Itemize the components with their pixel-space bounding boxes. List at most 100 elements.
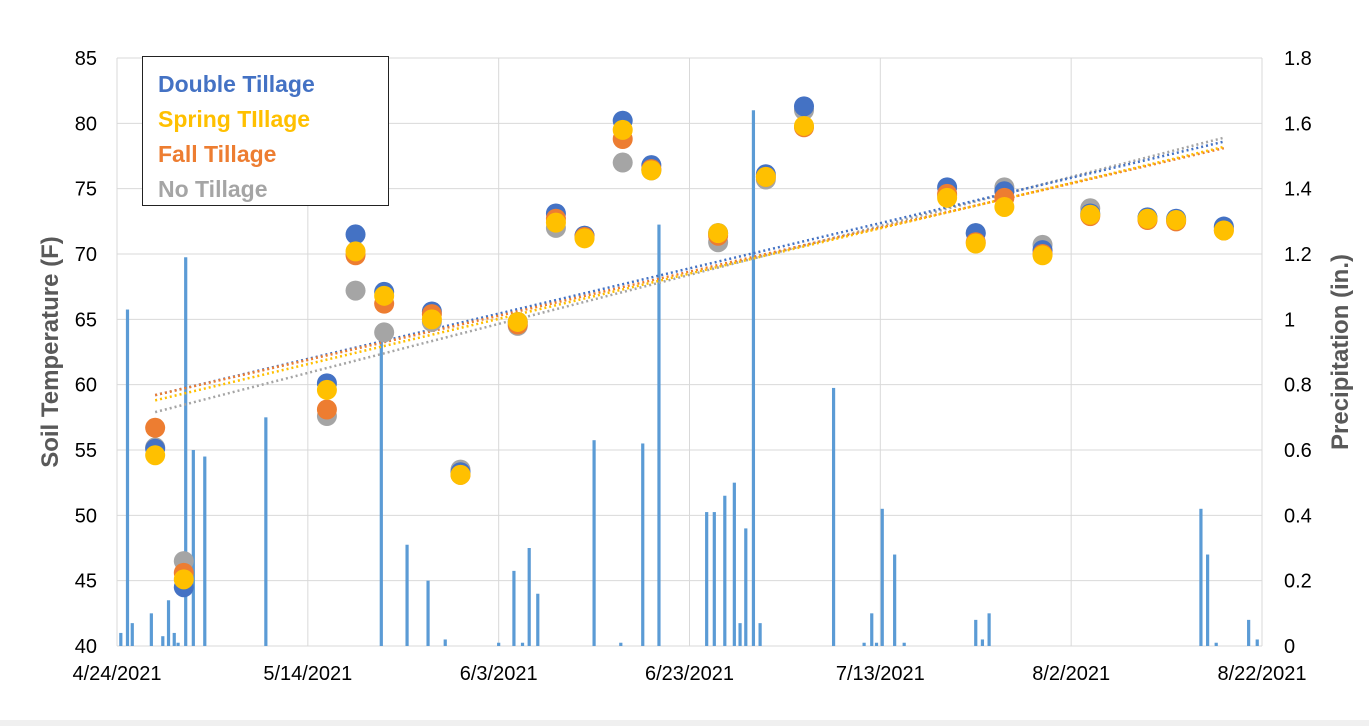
x-tick-label: 7/13/2021 [836, 663, 925, 685]
precipitation-bar [657, 224, 661, 646]
precipitation-bar [426, 580, 430, 646]
point-spring-tillage [708, 223, 729, 244]
precipitation-bar [705, 512, 709, 646]
precipitation-bar [831, 387, 836, 646]
precipitation-bar [974, 619, 978, 646]
y-axis-title: Soil Temperature (F) [37, 236, 64, 468]
trend-lines [154, 136, 1225, 414]
x-tick-label: 5/14/2021 [263, 663, 352, 685]
precipitation-bar [172, 632, 176, 646]
y2-tick-label: 0 [1284, 636, 1295, 658]
point-spring-tillage [1137, 208, 1158, 229]
precipitation-bar [723, 495, 727, 646]
point-spring-tillage [794, 115, 814, 136]
point-fall-tillage [316, 399, 337, 420]
y2-tick-label: 1.2 [1284, 244, 1312, 266]
precipitation-bar [1206, 554, 1210, 646]
x-tick-label: 4/24/2021 [73, 663, 162, 685]
y2-tick-label: 1 [1284, 309, 1295, 331]
precipitation-bar [379, 325, 383, 646]
precipitation-bar [119, 632, 123, 646]
legend-spring-tillage: Spring TIllage [158, 106, 311, 132]
precipitation-bar [264, 417, 268, 646]
x-tick-label: 6/23/2021 [645, 663, 734, 685]
precipitation-bar [1255, 639, 1259, 646]
trend-line-double-tillage [154, 140, 1225, 397]
precipitation-bar [874, 642, 879, 646]
y-tick-label: 50 [75, 505, 97, 527]
point-spring-tillage [1032, 245, 1053, 266]
y-tick-label: 80 [75, 113, 97, 135]
precipitation-bar [125, 309, 130, 646]
precipitation-bar [536, 593, 540, 646]
point-spring-tillage [755, 166, 776, 187]
y-tick-label: 65 [75, 309, 97, 331]
precipitation-bar [443, 639, 447, 646]
precipitation-bar [184, 257, 188, 646]
point-spring-tillage [994, 196, 1015, 217]
scatter-points [145, 96, 1234, 598]
point-spring-tillage [1213, 220, 1234, 241]
legend-fall-tillage: Fall Tillage [158, 141, 277, 167]
precipitation-bar [744, 528, 748, 646]
precipitation-bar [520, 642, 525, 646]
point-spring-tillage [965, 233, 986, 254]
point-spring-tillage [421, 309, 442, 330]
legend: Double Tillage Spring TIllage Fall Tilla… [142, 56, 389, 206]
y2-tick-label: 0.2 [1284, 571, 1312, 593]
trend-line-spring-tillage [154, 145, 1225, 402]
y2-tick-label: 0.6 [1284, 440, 1312, 462]
point-no-tillage [374, 322, 395, 343]
x-tick-label: 8/22/2021 [1218, 663, 1307, 685]
x-tick-label: 6/3/2021 [460, 663, 538, 685]
y2-axis-title: Precipitation (in.) [1327, 254, 1354, 450]
precipitation-bar [732, 482, 736, 646]
y2-tick-label: 1.6 [1284, 113, 1312, 135]
point-spring-tillage [345, 241, 366, 262]
precipitation-bar [619, 642, 623, 646]
y2-tick-label: 1.4 [1284, 179, 1312, 201]
y2-tick-label: 0.8 [1284, 375, 1312, 397]
y-tick-label: 45 [75, 571, 97, 593]
precipitation-bar [902, 642, 906, 646]
y-tick-label: 70 [75, 244, 97, 266]
trend-line-no-tillage [154, 136, 1225, 414]
axes: 40 0 45 0.2 50 0.4 55 0.6 60 0.8 65 1 70 1.2 75 1.4 80 1.… [73, 48, 1312, 685]
point-no-tillage [345, 280, 366, 301]
legend-no-tillage: No Tillage [158, 176, 268, 202]
point-fall-tillage [145, 417, 166, 438]
precipitation-bar [987, 613, 991, 646]
precipitation-bar [893, 554, 897, 646]
precipitation-bar [203, 456, 207, 646]
point-spring-tillage [173, 569, 194, 590]
precipitation-bar [738, 623, 742, 646]
point-spring-tillage [450, 464, 471, 485]
point-double-tillage [345, 224, 366, 245]
precipitation-bar [592, 440, 596, 646]
precipitation-bar [1214, 642, 1218, 646]
precipitation-bar [166, 600, 171, 646]
precipitation-bar [130, 623, 134, 646]
precipitation-bar [751, 110, 756, 647]
legend-double-tillage: Double Tillage [158, 71, 315, 97]
point-spring-tillage [316, 379, 337, 400]
precipitation-bar [161, 636, 165, 646]
precipitation-bar [527, 548, 531, 646]
point-spring-tillage [1080, 204, 1101, 225]
x-tick-label: 8/2/2021 [1032, 663, 1110, 685]
precipitation-bar [880, 508, 884, 646]
y-tick-label: 85 [75, 48, 97, 70]
precipitation-bar [758, 623, 762, 646]
point-spring-tillage [145, 445, 166, 466]
point-spring-tillage [545, 212, 566, 233]
point-spring-tillage [641, 160, 662, 181]
precipitation-bar [191, 450, 195, 646]
precipitation-bar [149, 613, 153, 646]
point-no-tillage [612, 152, 633, 173]
point-spring-tillage [374, 285, 395, 306]
bottom-divider [0, 720, 1369, 726]
y-tick-label: 75 [75, 179, 97, 201]
point-double-tillage [794, 96, 814, 117]
precipitation-bar [870, 613, 874, 646]
